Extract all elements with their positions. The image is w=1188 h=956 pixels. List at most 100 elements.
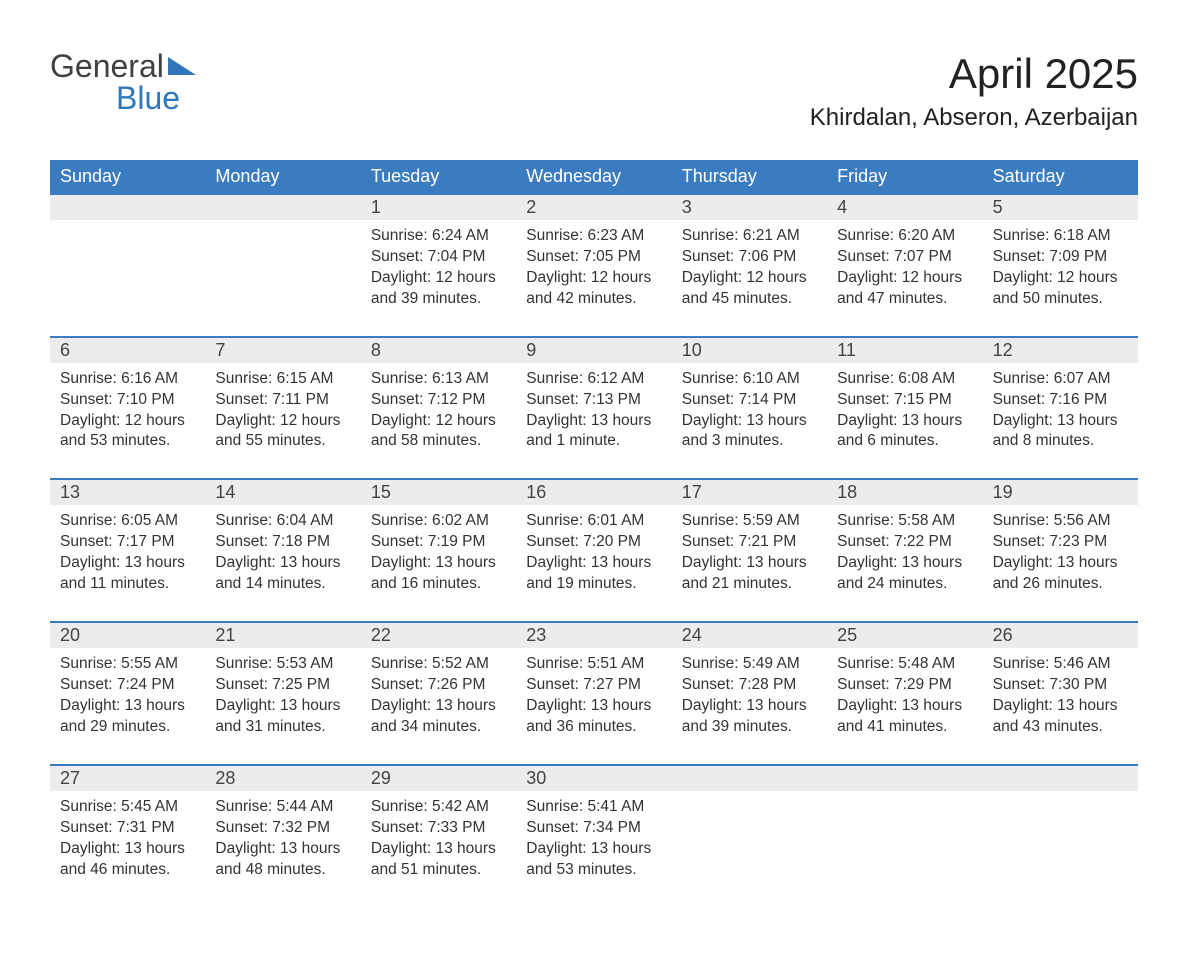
day-dl2: and 1 minute. xyxy=(526,431,661,452)
day-ss: Sunset: 7:29 PM xyxy=(837,675,972,696)
day-number: 2 xyxy=(516,195,671,220)
day-ss: Sunset: 7:07 PM xyxy=(837,247,972,268)
calendar: Sunday Monday Tuesday Wednesday Thursday… xyxy=(50,160,1138,906)
day-ss: Sunset: 7:17 PM xyxy=(60,532,195,553)
day-ss: Sunset: 7:33 PM xyxy=(371,818,506,839)
day-sr: Sunrise: 6:01 AM xyxy=(526,511,661,532)
details-row: Sunrise: 6:24 AMSunset: 7:04 PMDaylight:… xyxy=(50,220,1138,336)
day-number: 19 xyxy=(983,480,1138,505)
day-number: 5 xyxy=(983,195,1138,220)
day-dl1: Daylight: 13 hours xyxy=(526,411,661,432)
weekday-header: Monday xyxy=(205,160,360,193)
weekday-header-row: Sunday Monday Tuesday Wednesday Thursday… xyxy=(50,160,1138,193)
day-ss: Sunset: 7:32 PM xyxy=(215,818,350,839)
day-number: 10 xyxy=(672,338,827,363)
day-details: Sunrise: 5:41 AMSunset: 7:34 PMDaylight:… xyxy=(516,791,671,907)
day-sr: Sunrise: 5:45 AM xyxy=(60,797,195,818)
day-dl2: and 39 minutes. xyxy=(682,717,817,738)
day-number: 16 xyxy=(516,480,671,505)
day-dl1: Daylight: 13 hours xyxy=(837,696,972,717)
day-dl2: and 29 minutes. xyxy=(60,717,195,738)
day-sr: Sunrise: 5:53 AM xyxy=(215,654,350,675)
day-sr: Sunrise: 6:02 AM xyxy=(371,511,506,532)
weekday-header: Tuesday xyxy=(361,160,516,193)
day-dl1: Daylight: 13 hours xyxy=(60,839,195,860)
day-details xyxy=(672,791,827,907)
day-number: 28 xyxy=(205,766,360,791)
day-number: 24 xyxy=(672,623,827,648)
day-details: Sunrise: 6:10 AMSunset: 7:14 PMDaylight:… xyxy=(672,363,827,479)
day-dl2: and 11 minutes. xyxy=(60,574,195,595)
day-details: Sunrise: 5:44 AMSunset: 7:32 PMDaylight:… xyxy=(205,791,360,907)
day-sr: Sunrise: 6:12 AM xyxy=(526,369,661,390)
details-row: Sunrise: 6:05 AMSunset: 7:17 PMDaylight:… xyxy=(50,505,1138,621)
day-dl1: Daylight: 13 hours xyxy=(371,839,506,860)
day-ss: Sunset: 7:20 PM xyxy=(526,532,661,553)
day-sr: Sunrise: 5:55 AM xyxy=(60,654,195,675)
daynum-row: 12345 xyxy=(50,193,1138,220)
day-dl1: Daylight: 13 hours xyxy=(215,553,350,574)
day-details: Sunrise: 5:42 AMSunset: 7:33 PMDaylight:… xyxy=(361,791,516,907)
day-details xyxy=(50,220,205,336)
weekday-header: Wednesday xyxy=(516,160,671,193)
day-number: 8 xyxy=(361,338,516,363)
details-row: Sunrise: 6:16 AMSunset: 7:10 PMDaylight:… xyxy=(50,363,1138,479)
day-sr: Sunrise: 5:46 AM xyxy=(993,654,1128,675)
day-details: Sunrise: 5:56 AMSunset: 7:23 PMDaylight:… xyxy=(983,505,1138,621)
day-number: 21 xyxy=(205,623,360,648)
day-sr: Sunrise: 5:48 AM xyxy=(837,654,972,675)
day-dl2: and 6 minutes. xyxy=(837,431,972,452)
day-details: Sunrise: 5:49 AMSunset: 7:28 PMDaylight:… xyxy=(672,648,827,764)
day-dl2: and 26 minutes. xyxy=(993,574,1128,595)
day-ss: Sunset: 7:12 PM xyxy=(371,390,506,411)
page-header: General Blue April 2025 Khirdalan, Abser… xyxy=(50,50,1138,132)
day-dl2: and 3 minutes. xyxy=(682,431,817,452)
day-number: 12 xyxy=(983,338,1138,363)
day-sr: Sunrise: 6:16 AM xyxy=(60,369,195,390)
day-sr: Sunrise: 5:42 AM xyxy=(371,797,506,818)
day-details: Sunrise: 6:04 AMSunset: 7:18 PMDaylight:… xyxy=(205,505,360,621)
day-dl2: and 55 minutes. xyxy=(215,431,350,452)
day-dl2: and 42 minutes. xyxy=(526,289,661,310)
day-details: Sunrise: 5:48 AMSunset: 7:29 PMDaylight:… xyxy=(827,648,982,764)
day-dl1: Daylight: 12 hours xyxy=(215,411,350,432)
day-sr: Sunrise: 6:20 AM xyxy=(837,226,972,247)
day-dl2: and 31 minutes. xyxy=(215,717,350,738)
day-sr: Sunrise: 6:04 AM xyxy=(215,511,350,532)
day-sr: Sunrise: 5:41 AM xyxy=(526,797,661,818)
day-dl2: and 19 minutes. xyxy=(526,574,661,595)
day-ss: Sunset: 7:34 PM xyxy=(526,818,661,839)
day-dl2: and 24 minutes. xyxy=(837,574,972,595)
day-ss: Sunset: 7:25 PM xyxy=(215,675,350,696)
calendar-body: 12345Sunrise: 6:24 AMSunset: 7:04 PMDayl… xyxy=(50,193,1138,906)
details-row: Sunrise: 5:55 AMSunset: 7:24 PMDaylight:… xyxy=(50,648,1138,764)
day-ss: Sunset: 7:09 PM xyxy=(993,247,1128,268)
triangle-icon xyxy=(168,57,196,75)
day-ss: Sunset: 7:11 PM xyxy=(215,390,350,411)
day-details: Sunrise: 6:01 AMSunset: 7:20 PMDaylight:… xyxy=(516,505,671,621)
day-dl1: Daylight: 12 hours xyxy=(60,411,195,432)
day-dl2: and 47 minutes. xyxy=(837,289,972,310)
weekday-header: Saturday xyxy=(983,160,1138,193)
day-dl1: Daylight: 13 hours xyxy=(526,839,661,860)
day-number: 6 xyxy=(50,338,205,363)
day-details: Sunrise: 5:58 AMSunset: 7:22 PMDaylight:… xyxy=(827,505,982,621)
day-number: 23 xyxy=(516,623,671,648)
day-dl1: Daylight: 13 hours xyxy=(993,696,1128,717)
day-number: 9 xyxy=(516,338,671,363)
day-sr: Sunrise: 5:58 AM xyxy=(837,511,972,532)
day-number: 4 xyxy=(827,195,982,220)
day-dl1: Daylight: 13 hours xyxy=(60,696,195,717)
day-sr: Sunrise: 6:10 AM xyxy=(682,369,817,390)
logo-word1: General xyxy=(50,50,164,82)
day-sr: Sunrise: 6:18 AM xyxy=(993,226,1128,247)
day-dl1: Daylight: 12 hours xyxy=(837,268,972,289)
day-ss: Sunset: 7:30 PM xyxy=(993,675,1128,696)
month-title: April 2025 xyxy=(810,50,1138,98)
day-dl2: and 16 minutes. xyxy=(371,574,506,595)
location-subtitle: Khirdalan, Abseron, Azerbaijan xyxy=(810,104,1138,132)
day-sr: Sunrise: 5:52 AM xyxy=(371,654,506,675)
day-ss: Sunset: 7:28 PM xyxy=(682,675,817,696)
day-ss: Sunset: 7:04 PM xyxy=(371,247,506,268)
day-sr: Sunrise: 6:15 AM xyxy=(215,369,350,390)
